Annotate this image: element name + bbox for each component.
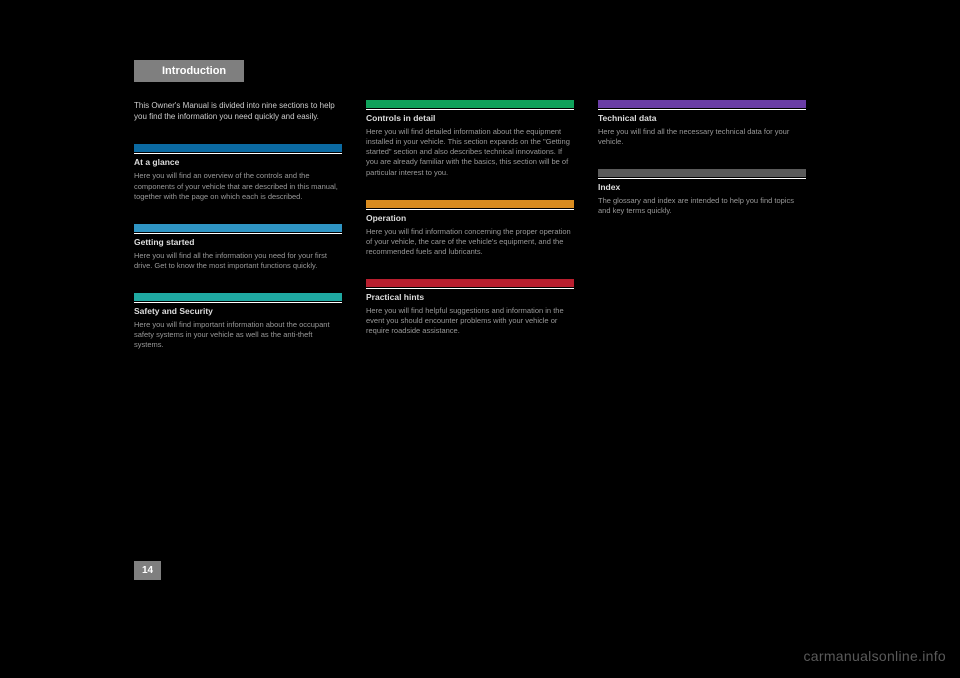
section-technical-data: Technical data Here you will find all th… xyxy=(598,100,806,147)
section-safety-security: Safety and Security Here you will find i… xyxy=(134,293,342,350)
section-body: The glossary and index are intended to h… xyxy=(598,196,806,216)
section-color-bar xyxy=(134,293,342,301)
section-title: Index xyxy=(598,182,806,192)
section-body: Here you will find information concernin… xyxy=(366,227,574,257)
section-at-a-glance: At a glance Here you will find an overvi… xyxy=(134,144,342,201)
section-divider xyxy=(598,109,806,110)
column-1: This Owner's Manual is divided into nine… xyxy=(134,100,342,372)
section-getting-started: Getting started Here you will find all t… xyxy=(134,224,342,271)
section-title: Technical data xyxy=(598,113,806,123)
section-divider xyxy=(366,209,574,210)
section-color-bar xyxy=(366,100,574,108)
column-3: Technical data Here you will find all th… xyxy=(598,100,806,372)
section-color-bar xyxy=(366,200,574,208)
section-body: Here you will find all the necessary tec… xyxy=(598,127,806,147)
intro-paragraph: This Owner's Manual is divided into nine… xyxy=(134,100,342,122)
manual-page: Introduction This Owner's Manual is divi… xyxy=(110,60,830,600)
section-color-bar xyxy=(134,224,342,232)
section-color-bar xyxy=(598,100,806,108)
section-body: Here you will find important information… xyxy=(134,320,342,350)
content-columns: This Owner's Manual is divided into nine… xyxy=(110,100,830,372)
section-body: Here you will find detailed information … xyxy=(366,127,574,178)
column-2: Controls in detail Here you will find de… xyxy=(366,100,574,372)
section-divider xyxy=(366,109,574,110)
section-divider xyxy=(366,288,574,289)
section-title: Safety and Security xyxy=(134,306,342,316)
section-color-bar xyxy=(134,144,342,152)
section-color-bar xyxy=(366,279,574,287)
section-body: Here you will find helpful suggestions a… xyxy=(366,306,574,336)
section-title: Practical hints xyxy=(366,292,574,302)
section-divider xyxy=(598,178,806,179)
section-controls-in-detail: Controls in detail Here you will find de… xyxy=(366,100,574,178)
section-divider xyxy=(134,153,342,154)
section-title: Operation xyxy=(366,213,574,223)
section-divider xyxy=(134,302,342,303)
section-operation: Operation Here you will find information… xyxy=(366,200,574,257)
section-color-bar xyxy=(598,169,806,177)
section-title: At a glance xyxy=(134,157,342,167)
section-title: Getting started xyxy=(134,237,342,247)
section-index: Index The glossary and index are intende… xyxy=(598,169,806,216)
section-body: Here you will find an overview of the co… xyxy=(134,171,342,201)
section-practical-hints: Practical hints Here you will find helpf… xyxy=(366,279,574,336)
page-number: 14 xyxy=(134,561,161,580)
section-divider xyxy=(134,233,342,234)
section-title: Controls in detail xyxy=(366,113,574,123)
section-tab: Introduction xyxy=(134,60,244,82)
section-tab-label: Introduction xyxy=(162,65,226,77)
section-body: Here you will find all the information y… xyxy=(134,251,342,271)
watermark: carmanualsonline.info xyxy=(804,648,947,664)
